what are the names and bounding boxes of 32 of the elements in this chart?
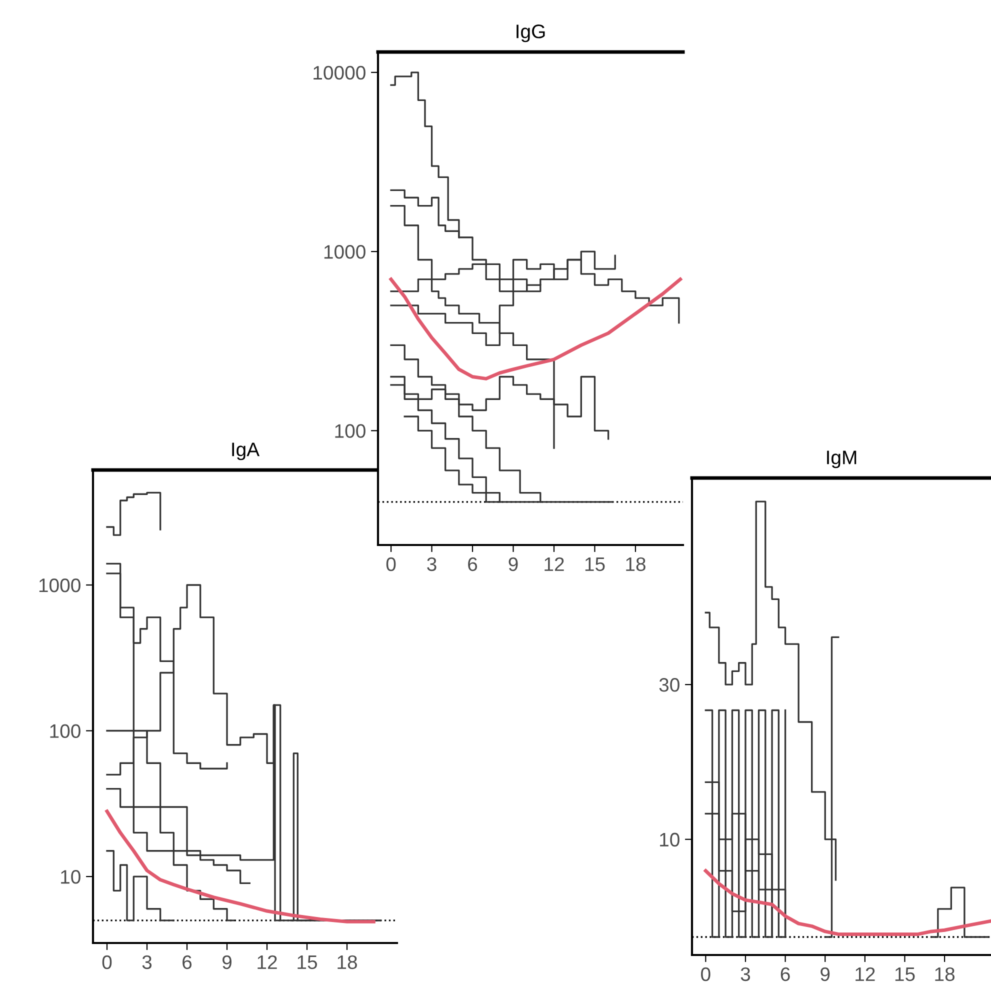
x-tick-label: 0	[386, 557, 396, 572]
x-tick-label: 12	[544, 557, 564, 571]
x-tick-label: 6	[780, 967, 790, 982]
y-tick-label: 100	[50, 724, 80, 738]
y-tick-label: 1000	[324, 245, 366, 259]
x-tick-label: 0	[701, 967, 710, 982]
y-tick-label: 10	[61, 870, 80, 884]
x-tick-label: 3	[427, 557, 436, 572]
x-tick-label: 12	[258, 955, 277, 969]
x-tick-label: 12	[856, 967, 875, 981]
chart-title: IgM	[827, 450, 856, 468]
chart-title: IgG	[516, 24, 545, 42]
x-tick-label: 18	[935, 967, 955, 982]
y-tick-label: 10000	[314, 66, 366, 80]
y-tick-label: 10	[660, 832, 680, 847]
x-tick-label: 6	[182, 955, 192, 970]
y-tick-label: 30	[659, 678, 680, 692]
x-tick-label: 15	[585, 558, 605, 572]
x-tick-label: 18	[626, 557, 646, 572]
x-tick-label: 3	[142, 955, 152, 970]
chart-title: IgA	[232, 442, 260, 460]
x-tick-label: 9	[508, 557, 518, 572]
x-tick-label: 15	[298, 956, 317, 970]
x-tick-label: 6	[468, 557, 478, 572]
y-tick-label: 1000	[39, 578, 80, 592]
x-tick-label: 3	[740, 967, 750, 982]
x-tick-label: 15	[895, 968, 915, 982]
x-tick-label: 9	[222, 955, 232, 970]
x-tick-label: 0	[102, 955, 112, 970]
x-tick-label: 18	[338, 955, 357, 970]
y-tick-label: 100	[335, 424, 366, 438]
x-tick-label: 9	[820, 967, 830, 982]
